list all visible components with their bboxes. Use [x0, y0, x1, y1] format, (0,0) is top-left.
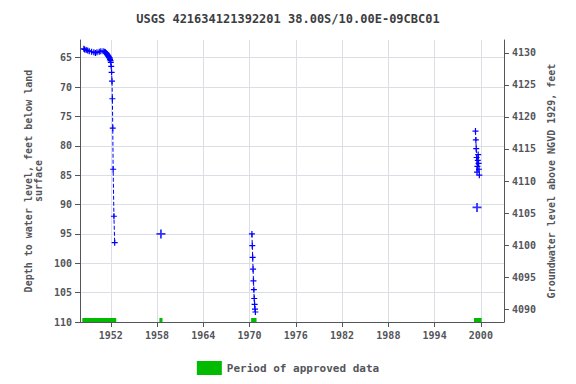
svg-text:70: 70 — [60, 82, 72, 93]
svg-text:surface: surface — [33, 160, 44, 202]
svg-text:Period of approved data: Period of approved data — [227, 362, 379, 375]
svg-text:4125: 4125 — [512, 79, 536, 90]
svg-text:110: 110 — [54, 317, 72, 328]
svg-text:95: 95 — [60, 228, 72, 239]
svg-text:4115: 4115 — [512, 143, 536, 154]
svg-text:85: 85 — [60, 170, 72, 181]
svg-text:80: 80 — [60, 140, 72, 151]
svg-text:1988: 1988 — [376, 330, 400, 341]
svg-text:2000: 2000 — [469, 330, 493, 341]
svg-text:4110: 4110 — [512, 176, 536, 187]
svg-text:1982: 1982 — [330, 330, 354, 341]
svg-text:Depth to water level, feet bel: Depth to water level, feet below land — [22, 69, 34, 293]
svg-text:100: 100 — [54, 258, 72, 269]
svg-text:4095: 4095 — [512, 272, 536, 283]
svg-text:1976: 1976 — [284, 330, 308, 341]
svg-text:1970: 1970 — [238, 330, 262, 341]
svg-text:105: 105 — [54, 287, 72, 298]
svg-text:4130: 4130 — [512, 47, 536, 58]
svg-text:65: 65 — [60, 52, 72, 63]
svg-text:90: 90 — [60, 199, 72, 210]
svg-text:1994: 1994 — [423, 330, 447, 341]
svg-text:USGS 421634121392201 38.00S/10: USGS 421634121392201 38.00S/10.00E-09CBC… — [136, 12, 439, 26]
svg-text:4105: 4105 — [512, 208, 536, 219]
svg-text:4100: 4100 — [512, 240, 536, 251]
svg-text:4090: 4090 — [512, 304, 536, 315]
svg-text:Groundwater level above NGVD 1: Groundwater level above NGVD 1929, feet — [546, 64, 557, 299]
svg-text:4120: 4120 — [512, 111, 536, 122]
svg-text:1964: 1964 — [191, 330, 215, 341]
svg-text:1958: 1958 — [145, 330, 169, 341]
svg-text:75: 75 — [60, 111, 72, 122]
svg-text:1952: 1952 — [99, 330, 123, 341]
